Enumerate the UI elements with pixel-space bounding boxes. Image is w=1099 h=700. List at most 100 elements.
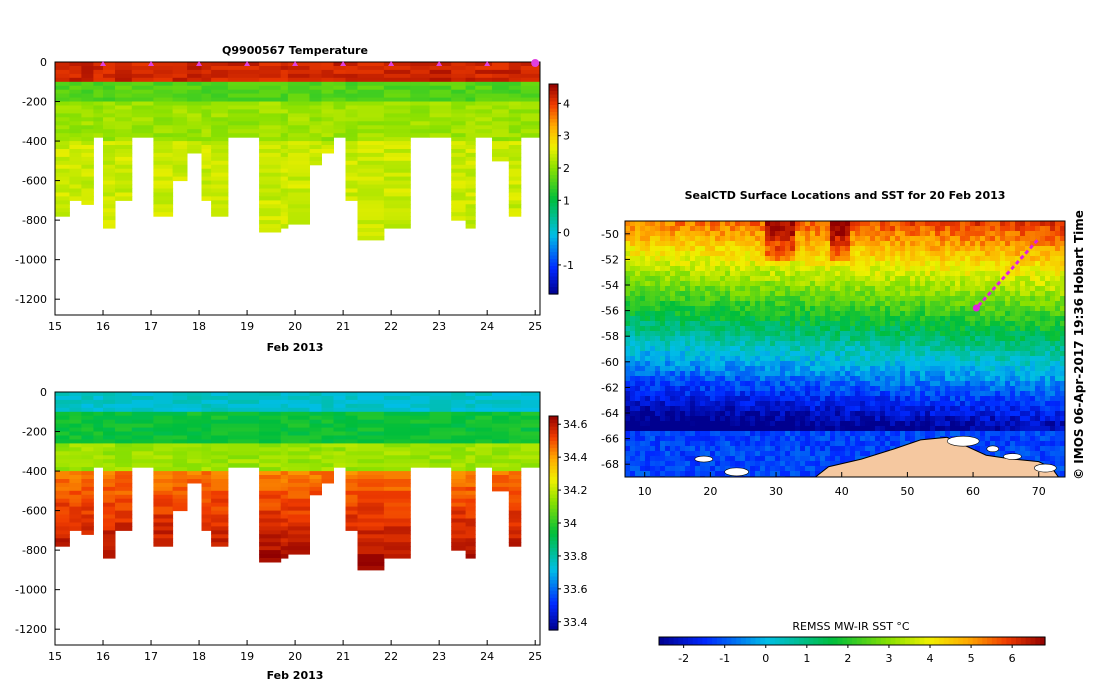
sst-cell: [905, 286, 910, 291]
section-cell: [321, 427, 334, 433]
sst-cell: [1025, 311, 1030, 316]
section-cell: [429, 69, 452, 75]
sst-cell: [850, 336, 855, 341]
section-cell: [321, 475, 334, 480]
temperature-xlabel: Feb 2013: [267, 341, 324, 354]
sst-cell: [1045, 346, 1050, 351]
section-cell: [383, 498, 411, 504]
y-tick-label: -200: [22, 96, 47, 109]
sst-cell: [1035, 246, 1040, 251]
section-cell: [333, 113, 346, 118]
sst-cell: [650, 246, 655, 251]
section-cell: [451, 435, 467, 440]
sst-cell: [705, 241, 710, 246]
section-cell: [103, 415, 116, 421]
sst-cell: [625, 331, 630, 336]
section-cell: [103, 66, 116, 71]
sst-cell: [670, 296, 675, 301]
section-cell: [259, 514, 282, 519]
section-cell: [103, 550, 116, 555]
sst-cell: [1040, 271, 1045, 276]
sst-cell: [705, 311, 710, 316]
sst-cell: [680, 331, 685, 336]
section-cell: [345, 113, 358, 118]
section-cell: [321, 85, 334, 91]
section-cell: [211, 192, 229, 197]
section-cell: [492, 427, 510, 433]
sst-cell: [1000, 306, 1005, 311]
sst-cell: [870, 301, 875, 306]
section-cell: [103, 160, 116, 166]
sst-cell: [675, 371, 680, 376]
section-cell: [465, 192, 476, 197]
sst-cell: [810, 306, 815, 311]
sst-cell: [635, 376, 640, 381]
section-cell: [69, 419, 82, 425]
section-cell: [259, 447, 282, 452]
sst-cell: [855, 326, 860, 331]
sst-cell: [1035, 341, 1040, 346]
sst-cell: [940, 226, 945, 231]
sst-cell: [715, 246, 720, 251]
sst-cell: [790, 341, 795, 346]
section-cell: [508, 447, 522, 452]
sst-cell: [780, 266, 785, 271]
section-cell: [81, 467, 94, 472]
sst-cell: [880, 301, 885, 306]
sst-cell: [760, 286, 765, 291]
section-cell: [115, 66, 133, 71]
sst-cell: [965, 306, 970, 311]
section-cell: [55, 62, 70, 67]
section-cell: [227, 403, 260, 409]
sst-cell: [685, 226, 690, 231]
section-cell: [321, 479, 334, 484]
section-cell: [465, 212, 476, 217]
section-cell: [259, 518, 282, 523]
sst-cell: [895, 241, 900, 246]
sst-cell: [1035, 251, 1040, 256]
sst-cell: [910, 246, 915, 251]
section-cell: [172, 164, 188, 170]
section-cell: [201, 435, 212, 440]
sst-cell: [1000, 271, 1005, 276]
sst-cell: [885, 276, 890, 281]
sst-cell: [675, 221, 680, 226]
sst-cell: [850, 266, 855, 271]
sst-cell: [660, 266, 665, 271]
salinity-plot: [55, 392, 541, 571]
sst-cell: [795, 356, 800, 361]
sst-cell: [965, 366, 970, 371]
section-cell: [321, 129, 334, 134]
section-cell: [410, 113, 430, 118]
section-cell: [93, 125, 104, 130]
section-cell: [429, 431, 452, 436]
sst-cell: [835, 321, 840, 326]
sst-cell: [630, 351, 635, 356]
sst-cell: [895, 331, 900, 336]
section-cell: [357, 506, 385, 512]
sst-cell: [950, 286, 955, 291]
sst-cell: [1025, 366, 1030, 371]
section-cell: [55, 439, 70, 444]
sst-cell: [1025, 246, 1030, 251]
sst-cell: [830, 346, 835, 351]
section-cell: [451, 164, 467, 170]
sst-cell: [835, 336, 840, 341]
sst-cell: [645, 366, 650, 371]
section-cell: [383, 117, 411, 122]
section-cell: [321, 105, 334, 110]
section-cell: [508, 188, 522, 193]
sst-cell: [625, 301, 630, 306]
section-cell: [81, 427, 94, 433]
section-cell: [345, 439, 358, 444]
colorbar-cell: [549, 115, 558, 120]
section-cell: [280, 506, 289, 512]
section-cell: [451, 156, 467, 162]
section-cell: [81, 176, 94, 182]
sst-cell: [710, 256, 715, 261]
sst-cell: [650, 291, 655, 296]
sst-cell: [850, 291, 855, 296]
section-cell: [81, 459, 94, 464]
sst-cell: [630, 246, 635, 251]
sst-cell: [705, 271, 710, 276]
